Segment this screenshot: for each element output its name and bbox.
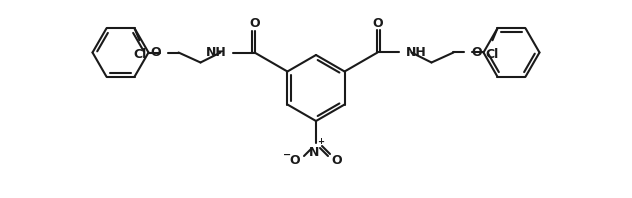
Text: N: N — [309, 146, 319, 159]
Text: O: O — [249, 17, 260, 30]
Text: −: − — [283, 150, 291, 160]
Text: Cl: Cl — [133, 48, 146, 61]
Text: NH: NH — [406, 46, 426, 59]
Text: O: O — [332, 153, 343, 167]
Text: O: O — [471, 46, 482, 59]
Text: Cl: Cl — [486, 48, 499, 61]
Text: O: O — [150, 46, 161, 59]
Text: O: O — [289, 153, 300, 167]
Text: NH: NH — [206, 46, 226, 59]
Text: O: O — [372, 17, 383, 30]
Text: +: + — [317, 137, 324, 147]
